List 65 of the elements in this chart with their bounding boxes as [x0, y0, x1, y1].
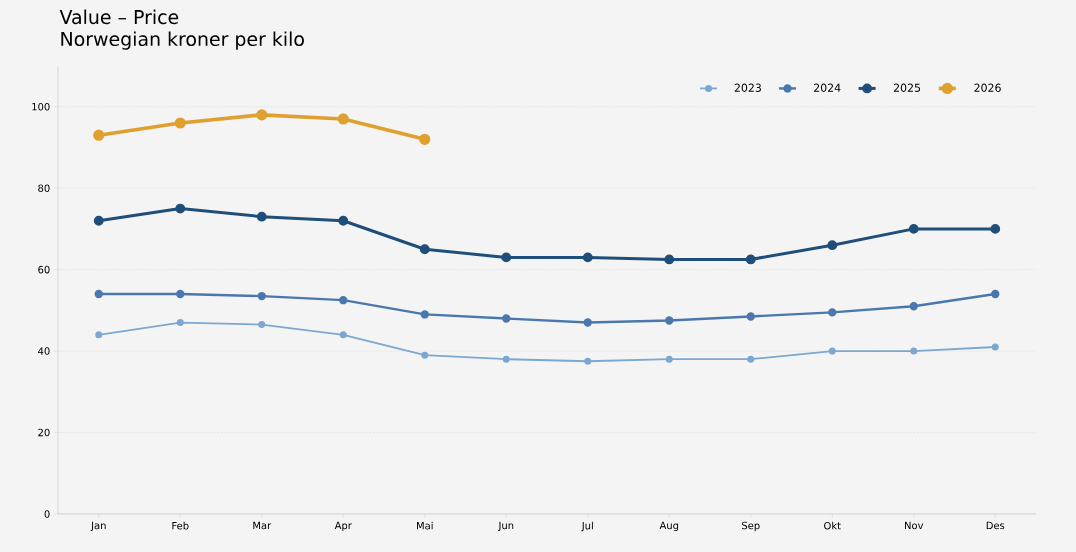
chart-title: Value – Price [59, 9, 179, 25]
point [256, 211, 267, 222]
point [420, 310, 429, 319]
point [910, 347, 918, 355]
x-tick-label: Jan [90, 521, 106, 532]
x-tick-label: Aug [659, 521, 679, 532]
point [502, 355, 510, 363]
point [419, 133, 431, 145]
point [339, 295, 348, 305]
point [93, 215, 104, 226]
x-tick-label: Feb [172, 521, 189, 530]
x-tick-label: Mar [253, 521, 272, 530]
point [94, 289, 103, 299]
point [827, 240, 838, 251]
point [338, 215, 349, 226]
point [502, 314, 511, 323]
x-tick-label: Jun [497, 521, 514, 532]
point [908, 223, 919, 234]
x-tick-label: Mai [417, 521, 433, 530]
point [176, 289, 185, 299]
y-tick-label: 20 [38, 428, 50, 437]
point [747, 355, 755, 363]
legend-label: 2024 [814, 83, 841, 92]
point [583, 318, 592, 327]
x-tick-label: Nov [905, 521, 924, 530]
x-tick-label: Sep [742, 521, 760, 532]
point [828, 347, 836, 355]
point [828, 308, 837, 317]
legend-label: 2025 [893, 83, 921, 92]
point [419, 244, 430, 255]
y-tick-label: 100 [32, 102, 50, 111]
x-tick-label: Apr [334, 521, 352, 532]
point [258, 321, 266, 329]
legend-label: 2026 [974, 83, 1001, 92]
x-tick-label: Des [986, 521, 1005, 530]
point [257, 291, 266, 301]
point [584, 357, 592, 365]
point [421, 351, 429, 359]
point [501, 252, 512, 263]
point [93, 129, 105, 141]
chart-subtitle: Norwegian kroner per kilo [61, 31, 304, 50]
x-tick-label: Jul [581, 521, 593, 532]
legend-label: 2023 [734, 83, 761, 92]
point [745, 254, 756, 265]
point [665, 316, 674, 325]
point [337, 113, 349, 125]
point [176, 319, 184, 327]
point [582, 252, 593, 263]
y-tick-label: 60 [38, 265, 50, 274]
x-tick-label: Okt [824, 521, 841, 530]
point [909, 302, 918, 311]
point [746, 312, 755, 321]
point [991, 289, 1000, 299]
y-tick-label: 80 [38, 184, 50, 192]
y-tick-label: 0 [44, 510, 50, 518]
point [664, 254, 675, 265]
point [95, 331, 103, 339]
point [991, 343, 999, 351]
y-tick-label: 40 [38, 347, 50, 355]
point [990, 223, 1001, 234]
point [339, 331, 347, 339]
point [665, 355, 673, 363]
point [174, 117, 186, 129]
point [256, 109, 268, 121]
point [175, 203, 186, 214]
